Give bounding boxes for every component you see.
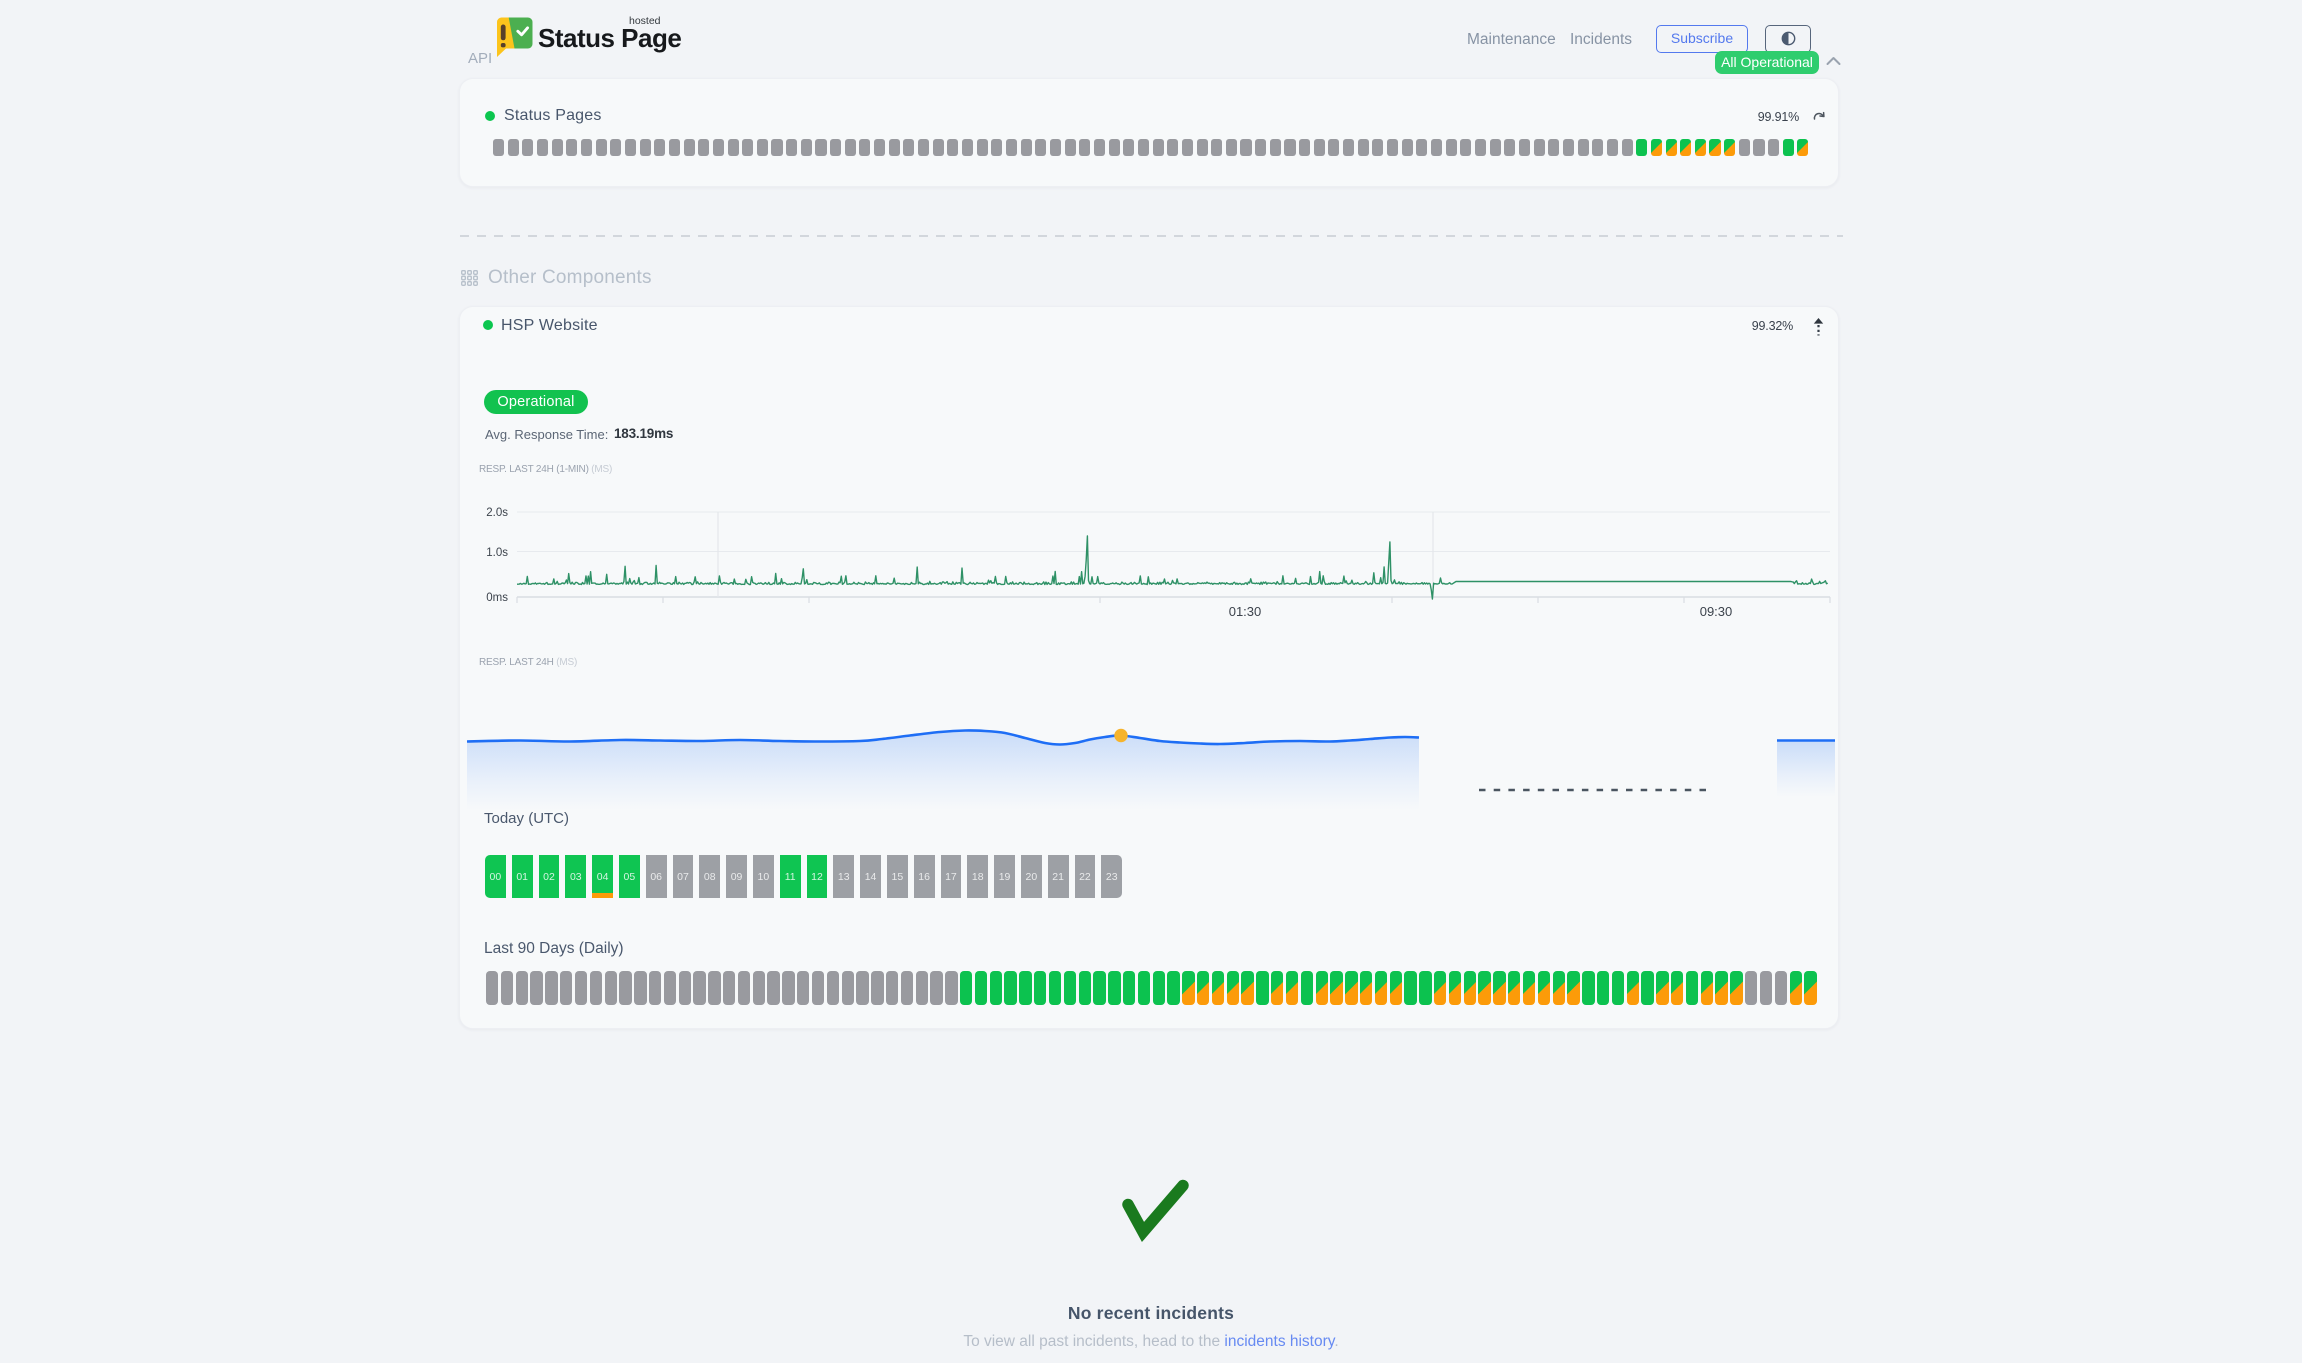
svg-text:01:30: 01:30 — [1229, 604, 1262, 619]
svg-text:09:30: 09:30 — [1700, 604, 1733, 619]
svg-text:0ms: 0ms — [486, 592, 508, 604]
svg-text:2.0s: 2.0s — [486, 507, 508, 519]
svg-text:1.0s: 1.0s — [486, 547, 508, 559]
